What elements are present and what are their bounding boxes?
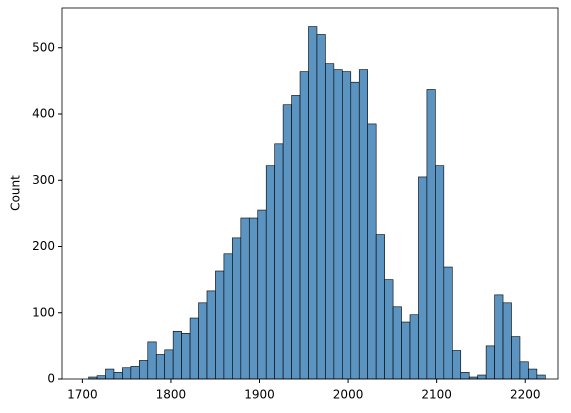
bar [325, 63, 335, 380]
y-tick-label: 500 [32, 40, 55, 54]
bar [401, 321, 411, 380]
bar [485, 345, 495, 380]
bar [443, 266, 453, 380]
bar [139, 360, 149, 380]
bar [316, 34, 326, 380]
y-tick-label: 100 [32, 305, 55, 319]
bar [122, 367, 132, 380]
bar [384, 279, 394, 380]
bar [435, 165, 445, 380]
bar [274, 143, 284, 380]
bar [206, 290, 216, 380]
bar [451, 350, 462, 380]
x-tick-label: 2000 [333, 388, 364, 402]
bar [519, 361, 529, 380]
x-tick-label: 2200 [510, 388, 541, 402]
bar [333, 69, 343, 380]
bar [257, 209, 267, 380]
bar [172, 330, 182, 380]
bar [460, 372, 470, 380]
bar [223, 253, 233, 380]
bar [240, 217, 250, 380]
y-tick-label: 300 [32, 173, 55, 187]
y-tick-label: 200 [32, 239, 55, 253]
bar [232, 237, 242, 380]
bar [215, 270, 225, 380]
bar [299, 71, 309, 380]
bar [358, 69, 369, 380]
bar [418, 176, 428, 380]
x-tick-label: 1700 [67, 388, 98, 402]
bar [189, 317, 199, 380]
bar [426, 89, 436, 380]
bar [105, 368, 115, 380]
bar [147, 341, 157, 380]
plot-frame [61, 7, 559, 380]
bar [536, 374, 546, 380]
bar [511, 336, 521, 380]
bar [113, 372, 123, 380]
bar [477, 374, 487, 380]
x-tick-label: 1900 [244, 388, 275, 402]
bar [96, 375, 106, 380]
y-tick-label: 0 [47, 372, 55, 386]
x-tick-label: 1800 [156, 388, 187, 402]
bar [248, 217, 259, 380]
bar [350, 81, 360, 380]
x-tick-label: 2100 [421, 388, 452, 402]
bar [409, 314, 419, 380]
y-tick-label: 400 [32, 107, 55, 121]
bar [342, 71, 352, 380]
bar [291, 95, 301, 380]
bar [375, 234, 385, 380]
bar [367, 123, 377, 380]
bar [198, 302, 208, 380]
bar [164, 349, 174, 380]
bar [502, 302, 512, 380]
bar [181, 332, 191, 380]
bar [392, 306, 402, 380]
bar [528, 368, 538, 380]
bar [265, 165, 275, 380]
bar [308, 26, 318, 380]
bar [155, 354, 165, 380]
bar [494, 294, 504, 380]
bar [282, 104, 292, 380]
bar [130, 366, 140, 380]
y-axis-label: Count [9, 175, 23, 211]
